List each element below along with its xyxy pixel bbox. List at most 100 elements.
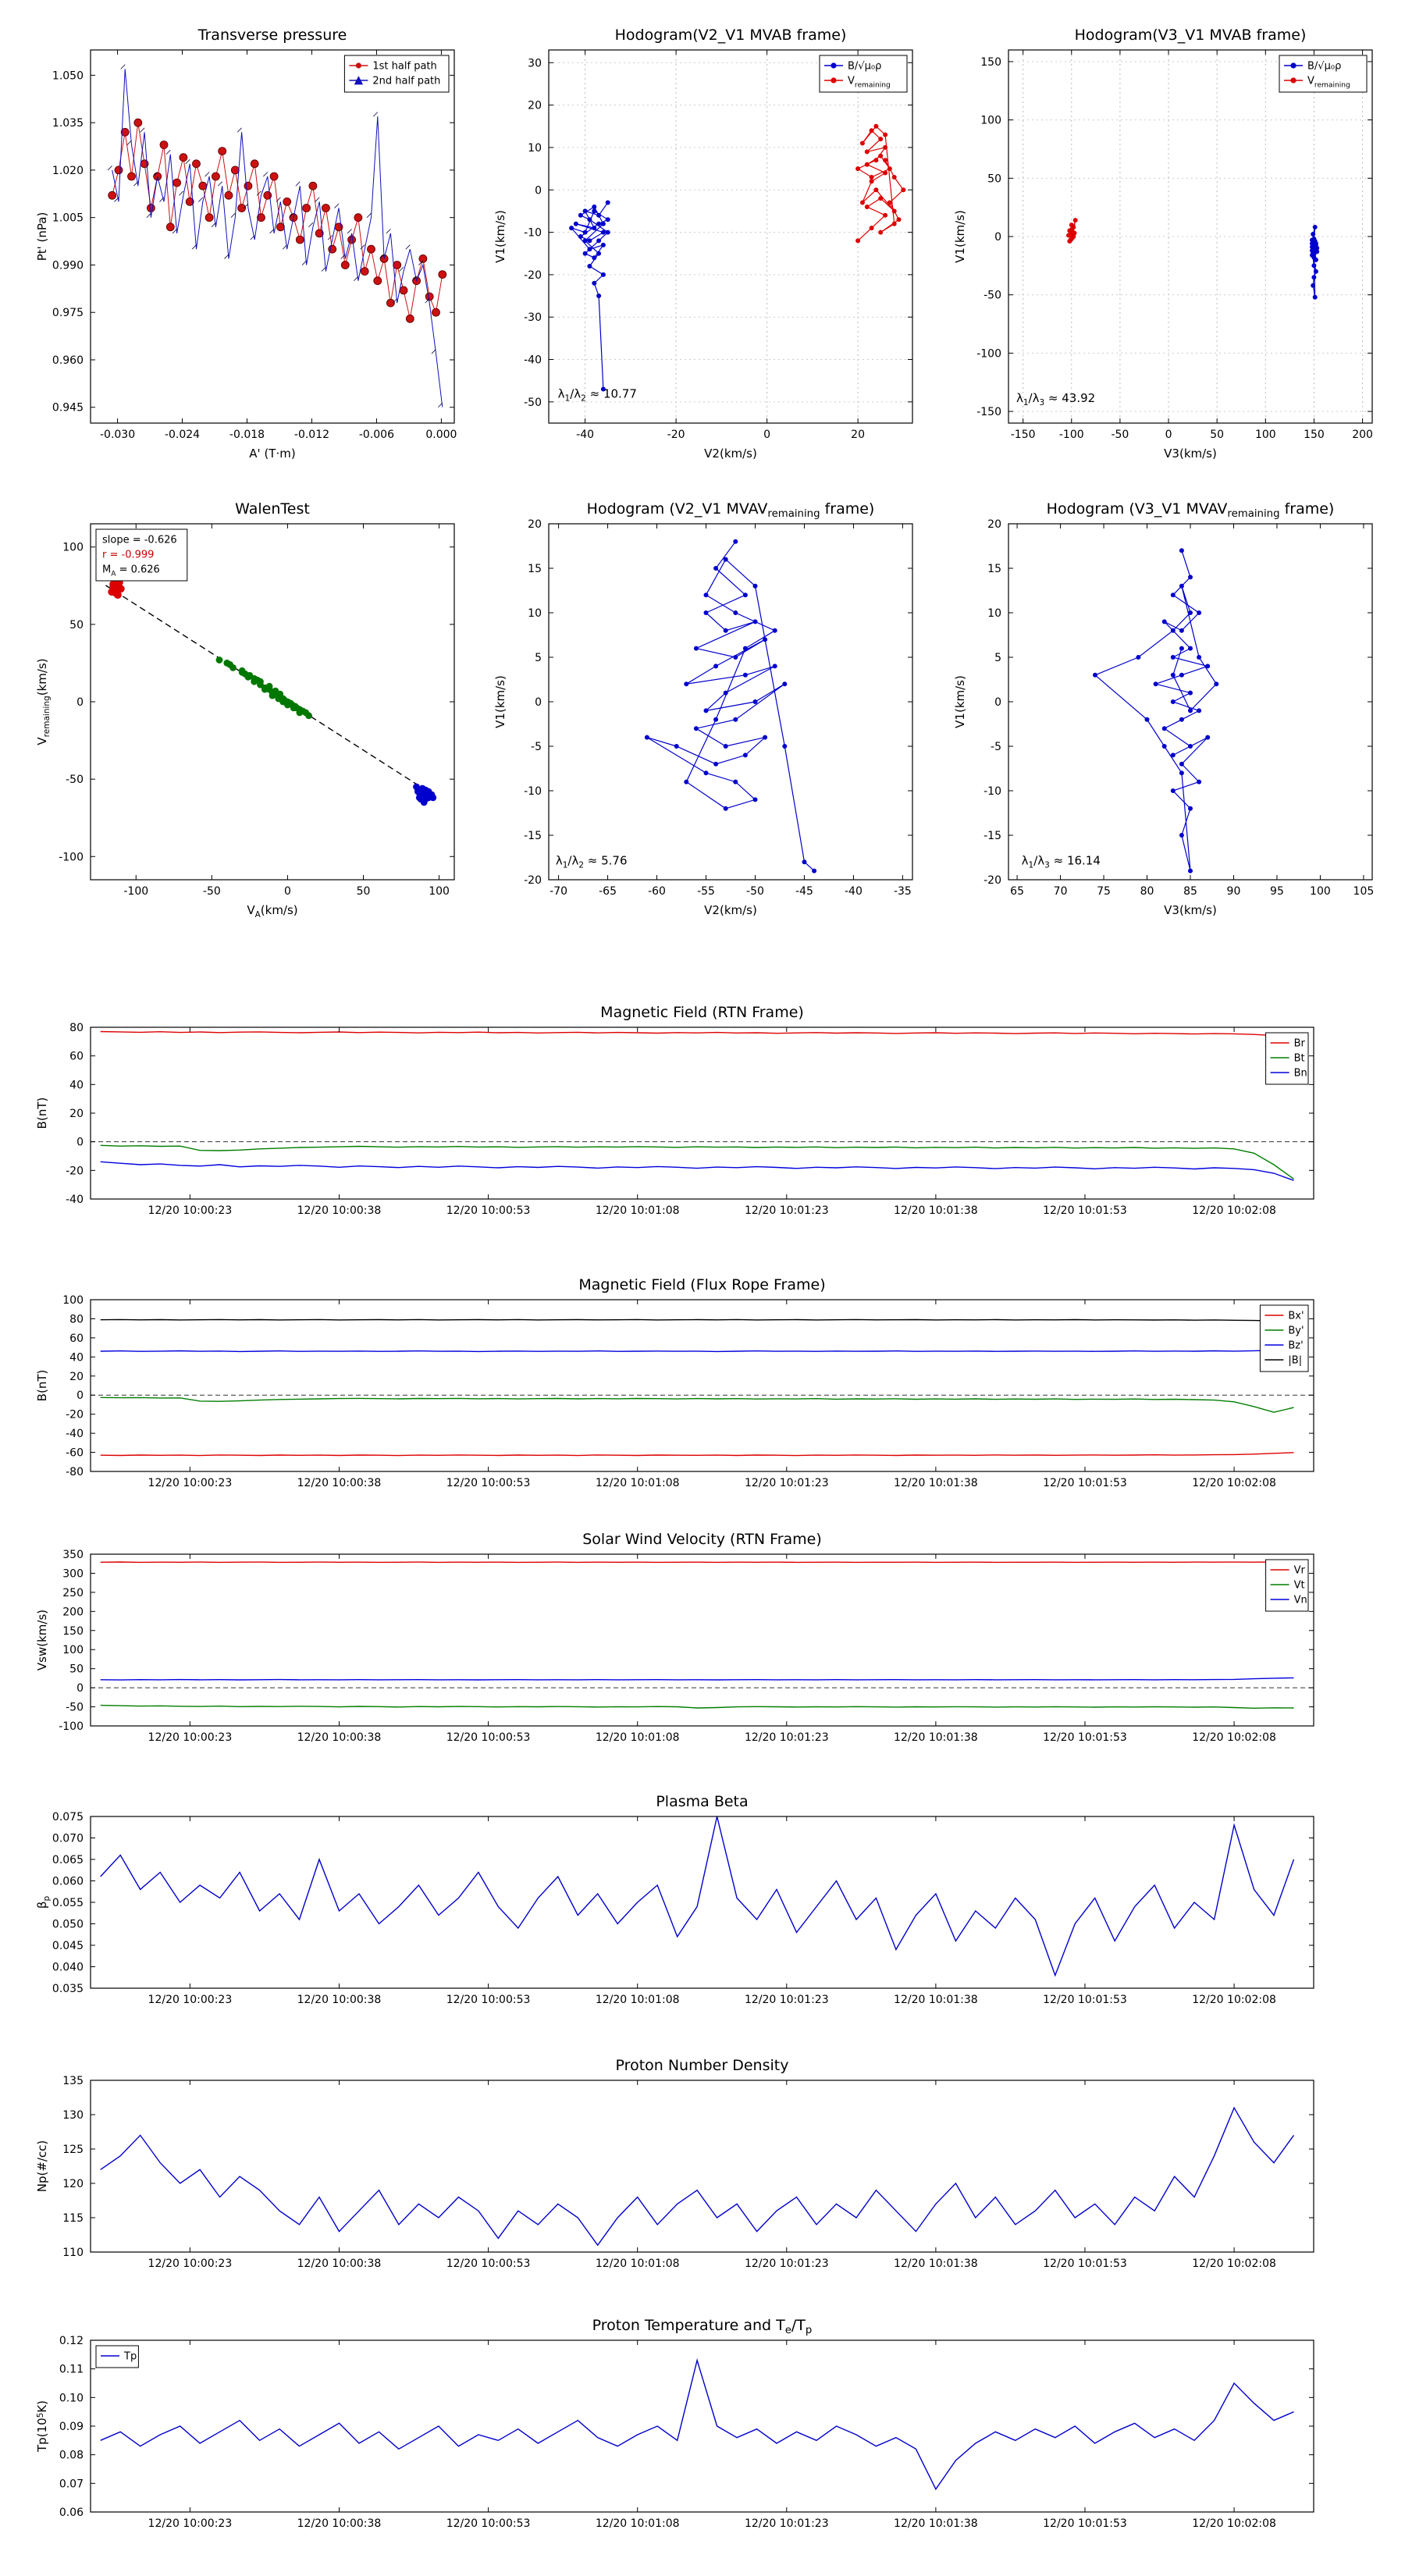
- svg-text:λ1/λ2 ≈ 10.77: λ1/λ2 ≈ 10.77: [558, 386, 637, 403]
- panel-proton-density: 12/20 10:00:23 12/20 10:00:38 12/20 10:00:…: [32, 2057, 1359, 2291]
- svg-text:12/20 10:00:23: 12/20 10:00:23: [148, 2258, 233, 2270]
- svg-text:15: 15: [528, 563, 542, 575]
- svg-text:-0.018: -0.018: [229, 429, 265, 441]
- svg-text:-60: -60: [648, 885, 666, 898]
- svg-text:-55: -55: [697, 885, 715, 898]
- chart-bfield-rtn: 12/20 10:00:23 12/20 10:00:38 12/20 10:00:…: [32, 1004, 1359, 1238]
- svg-text:12/20 10:01:23: 12/20 10:01:23: [745, 1204, 829, 1217]
- svg-text:12/20 10:01:38: 12/20 10:01:38: [894, 2517, 978, 2530]
- chart-transverse-pressure: -0.030 -0.024 -0.018 -0.012 -0.006 0.000 0.945…: [32, 15, 469, 471]
- svg-text:-50: -50: [1111, 429, 1129, 441]
- svg-text:-35: -35: [894, 885, 912, 898]
- svg-text:130: 130: [62, 2109, 84, 2122]
- svg-text:0.035: 0.035: [52, 1983, 84, 1995]
- svg-text:50: 50: [69, 1663, 84, 1676]
- svg-text:20: 20: [851, 429, 865, 441]
- panel-plasma-beta: 12/20 10:00:23 12/20 10:00:38 12/20 10:00:…: [32, 1793, 1359, 2027]
- svg-text:12/20 10:01:08: 12/20 10:01:08: [596, 2517, 680, 2530]
- svg-text:-100: -100: [123, 885, 148, 898]
- svg-text:-50: -50: [746, 885, 764, 898]
- chart-proton-density: 12/20 10:00:23 12/20 10:00:38 12/20 10:00:…: [32, 2057, 1359, 2291]
- svg-text:-20: -20: [524, 269, 542, 282]
- svg-text:-100: -100: [59, 851, 84, 863]
- svg-text:12/20 10:02:08: 12/20 10:02:08: [1192, 2517, 1276, 2530]
- chart-hodogram-v2v1-mvav: -70 -65 -60 -55 -50 -45 -40 -35-20-15-10-505101…: [490, 489, 927, 938]
- chart-bfield-fluxrope: 12/20 10:00:23 12/20 10:00:38 12/20 10:00:…: [32, 1276, 1359, 1510]
- svg-text:12/20 10:01:38: 12/20 10:01:38: [894, 1994, 978, 2006]
- svg-text:B/√μ₀ρ: B/√μ₀ρ: [1307, 61, 1341, 73]
- svg-text:slope = -0.626: slope = -0.626: [102, 535, 177, 546]
- svg-text:30: 30: [528, 57, 542, 69]
- svg-text:B(nT): B(nT): [35, 1098, 49, 1130]
- svg-text:12/20 10:00:53: 12/20 10:00:53: [446, 2258, 531, 2270]
- svg-text:-40: -40: [576, 429, 594, 441]
- svg-text:10: 10: [528, 607, 542, 620]
- svg-text:125: 125: [62, 2144, 84, 2156]
- svg-text:20: 20: [987, 518, 1001, 531]
- chart-walen-test: -100 -50 0 50 100 -100 -50 0 50 100 WalenTest VA(km…: [32, 489, 469, 938]
- svg-text:-20: -20: [667, 429, 685, 441]
- svg-text:12/20 10:01:53: 12/20 10:01:53: [1043, 2258, 1127, 2270]
- panel-bfield-rtn: 12/20 10:00:23 12/20 10:00:38 12/20 10:00:…: [32, 1004, 1359, 1238]
- svg-text:0.055: 0.055: [52, 1897, 84, 1909]
- svg-text:20: 20: [528, 100, 542, 112]
- svg-text:105: 105: [1353, 885, 1375, 898]
- svg-text:250: 250: [62, 1587, 84, 1599]
- svg-text:Vsw(km/s): Vsw(km/s): [35, 1610, 49, 1670]
- svg-text:βp: βp: [35, 1896, 52, 1909]
- svg-text:0.06: 0.06: [59, 2507, 84, 2519]
- svg-text:20: 20: [69, 1371, 84, 1383]
- svg-text:150: 150: [1304, 429, 1325, 441]
- svg-text:115: 115: [62, 2212, 84, 2225]
- svg-text:Tp: Tp: [123, 2351, 137, 2363]
- svg-text:Transverse pressure: Transverse pressure: [197, 27, 347, 44]
- svg-text:12/20 10:01:53: 12/20 10:01:53: [1043, 2517, 1127, 2530]
- svg-text:80: 80: [69, 1022, 84, 1034]
- svg-text:12/20 10:02:08: 12/20 10:02:08: [1192, 1204, 1276, 1217]
- svg-text:Np(#/cc): Np(#/cc): [35, 2140, 49, 2193]
- svg-text:0.975: 0.975: [52, 307, 84, 319]
- svg-text:12/20 10:00:53: 12/20 10:00:53: [446, 2517, 531, 2530]
- svg-text:50: 50: [69, 619, 84, 632]
- svg-text:0.075: 0.075: [52, 1811, 84, 1823]
- svg-text:0.050: 0.050: [52, 1919, 84, 1931]
- svg-text:0: 0: [284, 885, 291, 898]
- svg-text:-100: -100: [976, 347, 1001, 360]
- svg-text:MA = 0.626: MA = 0.626: [102, 564, 160, 578]
- svg-text:Bx': Bx': [1288, 1311, 1304, 1322]
- svg-text:85: 85: [1183, 885, 1197, 898]
- svg-text:Vremaining: Vremaining: [848, 76, 891, 90]
- svg-text:-5: -5: [991, 741, 1001, 753]
- svg-text:0: 0: [76, 1682, 84, 1695]
- svg-text:60: 60: [69, 1332, 84, 1345]
- svg-text:-60: -60: [66, 1447, 84, 1460]
- svg-text:80: 80: [1140, 885, 1154, 898]
- chart-plasma-beta: 12/20 10:00:23 12/20 10:00:38 12/20 10:00:…: [32, 1793, 1359, 2027]
- svg-text:-40: -40: [66, 1428, 84, 1440]
- svg-text:12/20 10:01:23: 12/20 10:01:23: [745, 2517, 829, 2530]
- chart-hodogram-v3v1-mvab: -150 -100 -50 0 50 100 150 200 -150 -100 -50 0 50 100…: [950, 15, 1387, 471]
- svg-text:0: 0: [535, 696, 542, 709]
- svg-text:12/20 10:01:08: 12/20 10:01:08: [596, 1731, 680, 1744]
- svg-text:200: 200: [62, 1606, 84, 1618]
- svg-text:-45: -45: [795, 885, 813, 898]
- svg-text:60: 60: [69, 1051, 84, 1063]
- svg-text:1.005: 1.005: [52, 212, 84, 225]
- svg-text:Solar Wind Velocity (RTN Frame: Solar Wind Velocity (RTN Frame): [582, 1531, 822, 1548]
- svg-text:|B|: |B|: [1288, 1355, 1302, 1367]
- svg-text:V2(km/s): V2(km/s): [704, 903, 757, 917]
- svg-text:12/20 10:01:53: 12/20 10:01:53: [1043, 1994, 1127, 2006]
- svg-text:5: 5: [535, 652, 542, 664]
- svg-text:95: 95: [1270, 885, 1284, 898]
- svg-text:200: 200: [1352, 429, 1373, 441]
- svg-text:12/20 10:00:23: 12/20 10:00:23: [148, 1994, 233, 2006]
- svg-text:50: 50: [357, 885, 371, 898]
- svg-text:20: 20: [528, 518, 542, 531]
- svg-text:V2(km/s): V2(km/s): [704, 447, 757, 461]
- chart-hodogram-v3v1-mvav: 65 70 75 80 85 90 95 100 105 -20 -15 -10 -5 0 5 10 15 20 H…: [950, 489, 1387, 938]
- svg-text:WalenTest: WalenTest: [235, 500, 310, 518]
- svg-text:-30: -30: [524, 311, 542, 324]
- svg-text:-20: -20: [524, 874, 542, 887]
- svg-text:λ1/λ3 ≈ 43.92: λ1/λ3 ≈ 43.92: [1016, 391, 1095, 407]
